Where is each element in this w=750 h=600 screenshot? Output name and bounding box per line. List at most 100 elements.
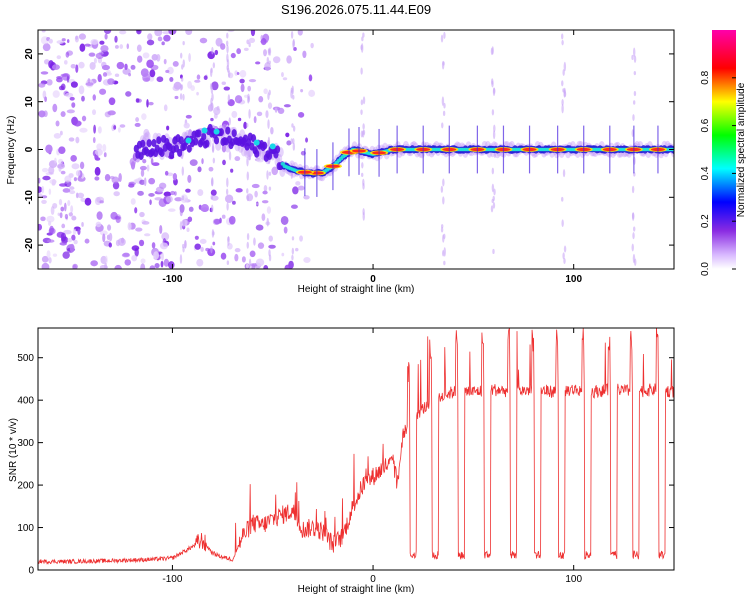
spectrogram-noise-blob xyxy=(52,90,60,98)
spectrogram-noise-blob xyxy=(148,177,156,185)
spectrogram-streak xyxy=(491,198,494,204)
spectrogram-noise-blob xyxy=(60,111,66,118)
spectrogram-noise-blob xyxy=(234,247,241,253)
spectrogram-noise-blob xyxy=(257,242,265,249)
spectrogram-noise-blob xyxy=(42,43,51,52)
spectrogram-noise-blob xyxy=(174,95,179,100)
spectrogram-streak xyxy=(210,245,213,254)
spectrogram-streak xyxy=(442,196,445,205)
spectrogram-noise-blob xyxy=(256,111,263,117)
spectrogram-streak xyxy=(291,254,294,261)
spectrogram-noise-blob xyxy=(119,44,124,49)
spectrogram-streak xyxy=(440,185,444,193)
y-tick-label: 0 xyxy=(24,146,35,152)
spectrogram-noise-blob xyxy=(262,190,268,195)
spectrogram-streak xyxy=(292,138,295,144)
spectrogram-streak xyxy=(182,41,185,46)
spectrogram-noise-blob xyxy=(163,34,171,42)
spectrogram-streak xyxy=(631,185,635,194)
spectrogram-ridge xyxy=(193,137,199,146)
spectrogram-noise-blob xyxy=(79,161,85,170)
spectrogram-ridge-halo xyxy=(144,131,151,142)
spectrogram-noise-blob xyxy=(119,124,126,128)
spectrogram-noise-blob xyxy=(95,52,104,59)
spectrogram-noise-blob xyxy=(161,41,165,46)
spectrogram-noise-blob xyxy=(281,71,284,78)
spectrogram-noise-blob xyxy=(99,200,104,204)
spectrogram-streak xyxy=(182,93,185,101)
spectrogram-noise-blob xyxy=(104,262,108,269)
spectrogram-noise-blob xyxy=(102,72,108,77)
spectrogram-streak xyxy=(561,104,564,114)
spectrogram-streak xyxy=(267,119,270,129)
spectrogram-streak xyxy=(268,60,271,65)
spectrogram-noise-blob xyxy=(135,227,143,232)
spectrogram-noise-blob xyxy=(148,193,155,197)
spectrogram-noise-blob xyxy=(41,185,45,194)
spectrogram-noise-blob xyxy=(270,126,274,135)
spectrogram-streak xyxy=(631,54,634,61)
spectrogram-noise-blob xyxy=(159,182,167,189)
spectrogram-noise-blob xyxy=(87,78,91,84)
spectrogram-streak xyxy=(362,211,365,221)
spectrogram-noise-blob xyxy=(149,199,152,205)
snr-x-axis-label: Height of straight line (km) xyxy=(298,584,415,595)
spectrogram-cyan-blob xyxy=(201,127,208,134)
spectrogram-ridge xyxy=(218,128,224,137)
spectrogram-ridge xyxy=(196,129,202,138)
spectrogram-noise-blob xyxy=(78,85,85,95)
spectrogram-streak xyxy=(491,78,494,85)
spectrogram-noise-blob xyxy=(160,260,164,268)
spectrogram-streak xyxy=(563,91,567,98)
spectrogram-noise-blob xyxy=(139,165,147,171)
spectrogram-noise-blob xyxy=(117,238,126,246)
spectrogram-noise-blob xyxy=(75,170,81,177)
spectrogram-streak xyxy=(490,205,494,213)
spectrogram-noise-blob xyxy=(189,159,198,167)
spectrogram-noise-blob xyxy=(114,216,121,220)
snr-panel: -100 0 100 0 100 200 300 400 500 Height of stra… xyxy=(8,327,675,595)
spectrogram-noise-blob xyxy=(299,235,303,242)
spectrogram-noise-blob xyxy=(107,110,116,116)
spectrogram-streak xyxy=(361,36,364,42)
spectrogram-streak xyxy=(291,123,294,128)
spectrogram-streak xyxy=(634,258,637,266)
spectrogram-streak xyxy=(361,172,364,178)
spectrogram-streak xyxy=(361,162,364,169)
spectrogram-streak xyxy=(226,44,229,54)
spectrogram-noise-blob xyxy=(280,215,289,225)
spectrogram-noise-blob xyxy=(68,212,73,217)
spectrogram-noise-blob xyxy=(84,197,92,206)
spectrogram-streak xyxy=(561,99,564,106)
spectrogram-noise-blob xyxy=(60,232,67,242)
spectrogram-noise-blob xyxy=(112,181,120,190)
spectrogram-noise-blob xyxy=(187,174,192,183)
spectrogram-cyan-blob xyxy=(269,143,276,150)
spectrogram-noise-blob xyxy=(157,36,163,42)
spectrogram-noise-blob xyxy=(47,239,55,243)
spectrogram-noise-blob xyxy=(103,152,107,158)
spectrogram-noise-blob xyxy=(149,265,156,269)
spectrogram-noise-blob xyxy=(183,122,190,129)
spectrogram-streak xyxy=(290,138,293,145)
spectrogram-noise-blob xyxy=(60,170,66,175)
spectrogram-streak xyxy=(209,83,213,90)
spectrogram-noise-blob xyxy=(99,88,107,95)
spectrogram-noise-blob xyxy=(221,81,226,85)
spectrogram-noise-blob xyxy=(61,223,66,229)
spectrogram-noise-blob xyxy=(221,144,227,153)
spectrogram-streak xyxy=(440,227,444,233)
spectrogram-noise-blob xyxy=(236,48,241,55)
spectrogram-streak xyxy=(246,233,250,241)
spectrogram-noise-blob xyxy=(42,175,51,181)
spectrogram-noise-blob xyxy=(124,259,131,266)
spectrogram-noise-blob xyxy=(44,96,47,102)
spectrogram-noise-blob xyxy=(38,193,43,198)
spectrogram-streak xyxy=(248,155,251,161)
spectrogram-streak xyxy=(633,71,637,76)
spectrogram-noise-blob xyxy=(52,253,58,257)
spectrogram-noise-blob xyxy=(70,205,74,213)
colorbar-tick-label: 0.4 xyxy=(700,166,711,180)
spectrogram-noise-blob xyxy=(108,242,112,248)
spectrogram-noise-blob xyxy=(41,199,47,204)
